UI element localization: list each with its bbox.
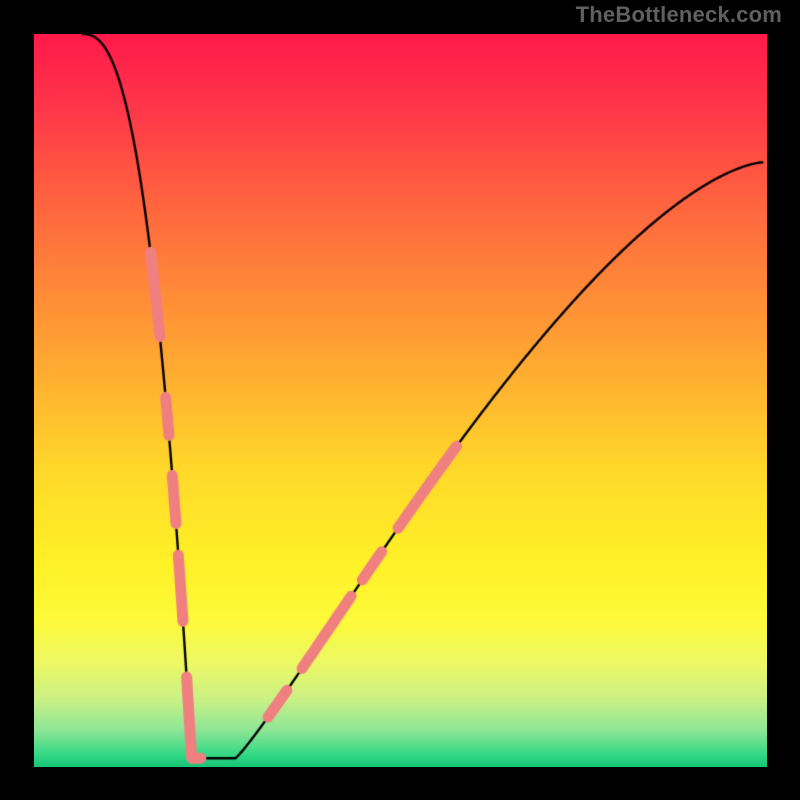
watermark-label: TheBottleneck.com	[576, 2, 782, 28]
bottleneck-curve	[0, 0, 800, 800]
chart-stage: TheBottleneck.com	[0, 0, 800, 800]
